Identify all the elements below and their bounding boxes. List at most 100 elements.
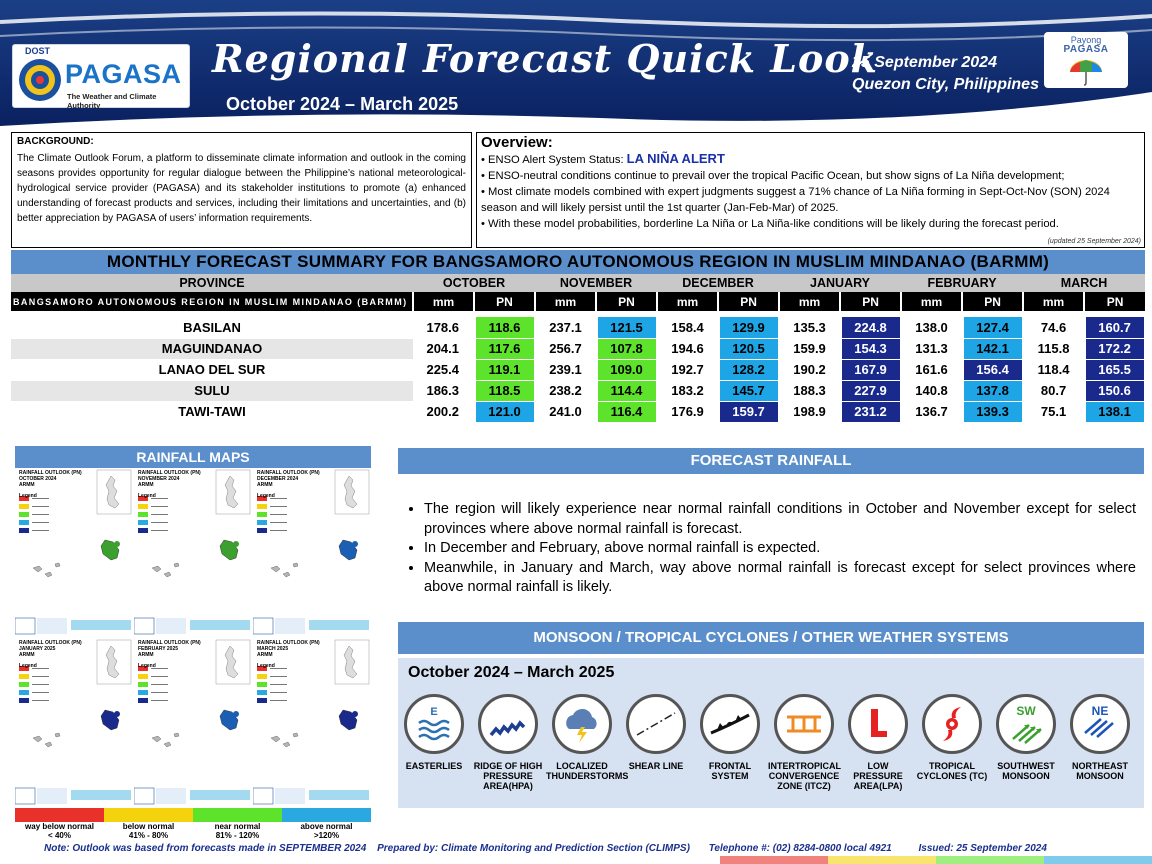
pn-value: 121.0 xyxy=(472,401,537,423)
rainfall-map-title: RAINFALL OUTLOOK (PN) OCTOBER 2024 ARMM Leg… xyxy=(19,470,82,499)
background-text: The Climate Outlook Forum, a platform to… xyxy=(17,153,466,224)
rainfall-map-legend-title: Legend xyxy=(257,493,275,499)
province-name: SULU xyxy=(11,380,413,402)
page-title: Regional Forecast Quick Look xyxy=(212,36,879,81)
mm-value: 198.9 xyxy=(779,401,841,423)
mm-header: mm xyxy=(534,292,596,311)
footer-prepared: Prepared by: Climate Monitoring and Pred… xyxy=(377,843,690,854)
pn-value: 172.2 xyxy=(1082,338,1147,360)
rainfall-map-title: RAINFALL OUTLOOK (PN) xyxy=(138,470,201,476)
rainfall-map: RAINFALL OUTLOOK (PN) FEBRUARY 2025 ARMM Le… xyxy=(133,638,252,808)
lpa-icon xyxy=(848,694,908,754)
rainfall-map-month: DECEMBER 2024 xyxy=(257,476,299,482)
issue-place: Quezon City, Philippines xyxy=(852,76,1039,93)
pn-value: 167.9 xyxy=(838,359,903,381)
pn-value: 138.1 xyxy=(1082,401,1147,423)
system-frontal: FRONTAL SYSTEM xyxy=(694,694,766,781)
agency-tagline: The Weather and Climate Authority xyxy=(67,92,157,110)
rainfall-map: RAINFALL OUTLOOK (PN) DECEMBER 2024 ARMM Le… xyxy=(252,468,371,638)
rainfall-map-region: ARMM xyxy=(257,652,273,658)
pn-header: PN xyxy=(839,292,902,311)
footer: Note: Outlook was based from forecasts m… xyxy=(44,843,1144,854)
rainfall-map-month: JANUARY 2025 xyxy=(19,646,56,652)
mm-value: 131.3 xyxy=(901,338,963,360)
forecast-summary-table: PROVINCE OCTOBER NOVEMBER DECEMBER JANUA… xyxy=(11,274,1147,423)
mm-value: 237.1 xyxy=(535,317,596,339)
legend-range: 41% - 80% xyxy=(128,831,169,840)
mm-value: 200.2 xyxy=(413,401,474,423)
rainfall-map-legend-title: Legend xyxy=(138,663,156,669)
agency-name: PAGASA xyxy=(65,59,182,89)
forecast-rainfall-banner: FORECAST RAINFALL xyxy=(398,448,1144,474)
mm-header: mm xyxy=(1022,292,1085,311)
system-shear-line: SHEAR LINE xyxy=(620,694,692,771)
legend-category: way below normal xyxy=(25,822,94,831)
background-section: BACKGROUND: The Climate Outlook Forum, a… xyxy=(11,132,472,248)
pn-value: 150.6 xyxy=(1082,380,1147,402)
rainfall-map-month: NOVEMBER 2024 xyxy=(138,476,180,482)
thunderstorm-icon xyxy=(552,694,612,754)
rainfall-map-month: OCTOBER 2024 xyxy=(19,476,57,482)
rainfall-map-title: RAINFALL OUTLOOK (PN) xyxy=(257,640,320,646)
province-name: LANAO DEL SUR xyxy=(11,359,413,381)
system-label: TROPICAL CYCLONES (TC) xyxy=(916,761,988,781)
legend-swatch xyxy=(15,808,104,822)
legend-swatch xyxy=(104,808,193,822)
weather-systems-panel: October 2024 – March 2025 E EASTERLIES R… xyxy=(398,658,1144,808)
pagasa-seal-icon xyxy=(19,59,61,101)
pn-header: PN xyxy=(961,292,1024,311)
system-label: EASTERLIES xyxy=(405,761,463,771)
system-tropical-cyclone: TROPICAL CYCLONES (TC) xyxy=(916,694,988,781)
system-label: LOCALIZED THUNDERSTORMS xyxy=(546,761,629,781)
mm-value: 256.7 xyxy=(535,338,596,360)
dost-label: DOST xyxy=(25,46,51,56)
rainfall-map: RAINFALL OUTLOOK (PN) NOVEMBER 2024 ARMM Le… xyxy=(133,468,252,638)
pn-header: PN xyxy=(1083,292,1146,311)
pn-value: 121.5 xyxy=(594,317,659,339)
svg-text:E: E xyxy=(430,706,437,718)
rainfall-maps-grid: RAINFALL OUTLOOK (PN) OCTOBER 2024 ARMM Leg… xyxy=(14,468,371,808)
forecast-rainfall-list: The region will likely experience near n… xyxy=(404,500,1136,598)
mm-value: 183.2 xyxy=(657,380,719,402)
table-row: TAWI-TAWI 200.2 121.0 241.0 116.4 176.9 159.7 1… xyxy=(11,401,1147,423)
mm-header: mm xyxy=(656,292,719,311)
system-ridge: RIDGE OF HIGH PRESSURE AREA(HPA) xyxy=(472,694,544,791)
pn-value: 137.8 xyxy=(960,380,1025,402)
payong-line2: PAGASA xyxy=(1063,44,1109,55)
legend-label: way below normal < 40% xyxy=(15,822,104,840)
pn-value: 127.4 xyxy=(960,317,1025,339)
pn-header: PN xyxy=(717,292,780,311)
overview-line-3: • Most climate models combined with expe… xyxy=(481,186,1110,214)
easterlies-icon: E xyxy=(404,694,464,754)
rainfall-map: RAINFALL OUTLOOK (PN) JANUARY 2025 ARMM Leg… xyxy=(14,638,133,808)
mm-value: 239.1 xyxy=(535,359,596,381)
summary-table-body: BASILAN 178.6 118.6 237.1 121.5 158.4 129.9 135… xyxy=(11,317,1147,423)
pn-value: 165.5 xyxy=(1082,359,1147,381)
system-label: FRONTAL SYSTEM xyxy=(708,761,752,781)
pn-value: 156.4 xyxy=(960,359,1025,381)
rainfall-map-region: ARMM xyxy=(257,482,273,488)
pn-value: 118.5 xyxy=(472,380,537,402)
rainfall-map-title: RAINFALL OUTLOOK (PN) xyxy=(19,640,82,646)
mm-value: 138.0 xyxy=(901,317,963,339)
legend-range: 81% - 120% xyxy=(215,831,260,840)
pn-value: 160.7 xyxy=(1082,317,1147,339)
mm-value: 135.3 xyxy=(779,317,841,339)
rainfall-map-title: RAINFALL OUTLOOK (PN) xyxy=(138,640,201,646)
legend-range: < 40% xyxy=(48,831,71,840)
rainfall-map-title: RAINFALL OUTLOOK (PN) FEBRUARY 2025 ARMM Le… xyxy=(138,640,201,669)
legend-swatch xyxy=(282,808,371,822)
unit-header-row: BANGSAMORO AUTONOMOUS REGION IN MUSLIM M… xyxy=(11,292,1146,311)
rainfall-map-title: RAINFALL OUTLOOK (PN) JANUARY 2025 ARMM Leg… xyxy=(19,640,82,669)
pn-value: 142.1 xyxy=(960,338,1025,360)
pn-header: PN xyxy=(473,292,535,311)
pn-value: 154.3 xyxy=(838,338,903,360)
system-label: INTERTROPICAL CONVERGENCE ZONE (ITCZ) xyxy=(768,761,841,791)
legend-label: above normal >120% xyxy=(282,822,371,840)
rainfall-map-region: ARMM xyxy=(19,652,35,658)
table-row: BASILAN 178.6 118.6 237.1 121.5 158.4 129.9 135… xyxy=(11,317,1147,339)
table-row: LANAO DEL SUR 225.4 119.1 239.1 109.0 192.7 12… xyxy=(11,359,1147,381)
pn-value: 139.3 xyxy=(960,401,1025,423)
overview-title: Overview: xyxy=(481,134,553,151)
svg-text:NE: NE xyxy=(1092,704,1109,718)
